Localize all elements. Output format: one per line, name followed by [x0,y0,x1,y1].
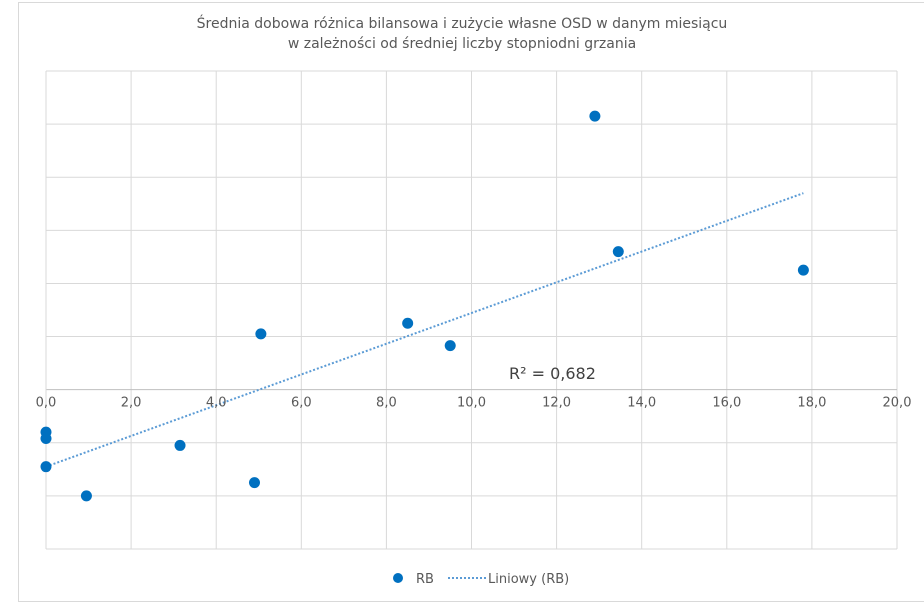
x-tick-label-10: 20,0 [883,396,912,411]
x-tick-label-4: 8,0 [376,396,397,411]
data-point-9 [589,110,601,122]
data-point-7 [402,317,414,329]
legend-marker-rb [393,573,403,583]
data-point-8 [444,340,456,352]
legend: RB Liniowy (RB) [393,572,569,587]
data-point-4 [174,439,186,451]
x-tick-label-2: 4,0 [206,396,227,411]
legend-label-rb: RB [416,572,434,587]
data-point-5 [248,477,260,489]
chart-title: Średnia dobowa różnica bilansowa i zużyc… [0,14,924,54]
chart-title-line-1: Średnia dobowa różnica bilansowa i zużyc… [196,16,728,32]
data-point-1 [40,433,52,445]
legend-label-trendline: Liniowy (RB) [488,572,569,587]
x-tick-label-7: 14,0 [627,396,656,411]
r-squared-label: R² = 0,682 [509,364,596,383]
x-tick-label-5: 10,0 [457,396,486,411]
tick-labels-layer: 0,0 2,0 4,0 6,0 8,0 10,0 12,0 14,0 16,0 18,0 20,0 [36,396,912,411]
x-tick-label-1: 2,0 [121,396,142,411]
x-tick-label-3: 6,0 [291,396,312,411]
trendline-layer [45,192,804,468]
grid-layer [45,70,898,550]
data-point-6 [255,328,267,340]
x-tick-label-0: 0,0 [36,396,57,411]
chart-title-line-2: w zależności od średniej liczby stopniod… [287,36,637,52]
x-tick-label-8: 16,0 [712,396,741,411]
x-tick-label-6: 12,0 [542,396,571,411]
points-layer [40,110,809,502]
data-point-2 [40,461,52,473]
trendline [45,192,804,468]
data-point-11 [797,264,809,276]
x-tick-label-9: 18,0 [797,396,826,411]
data-point-3 [80,490,92,502]
data-point-10 [612,246,624,258]
